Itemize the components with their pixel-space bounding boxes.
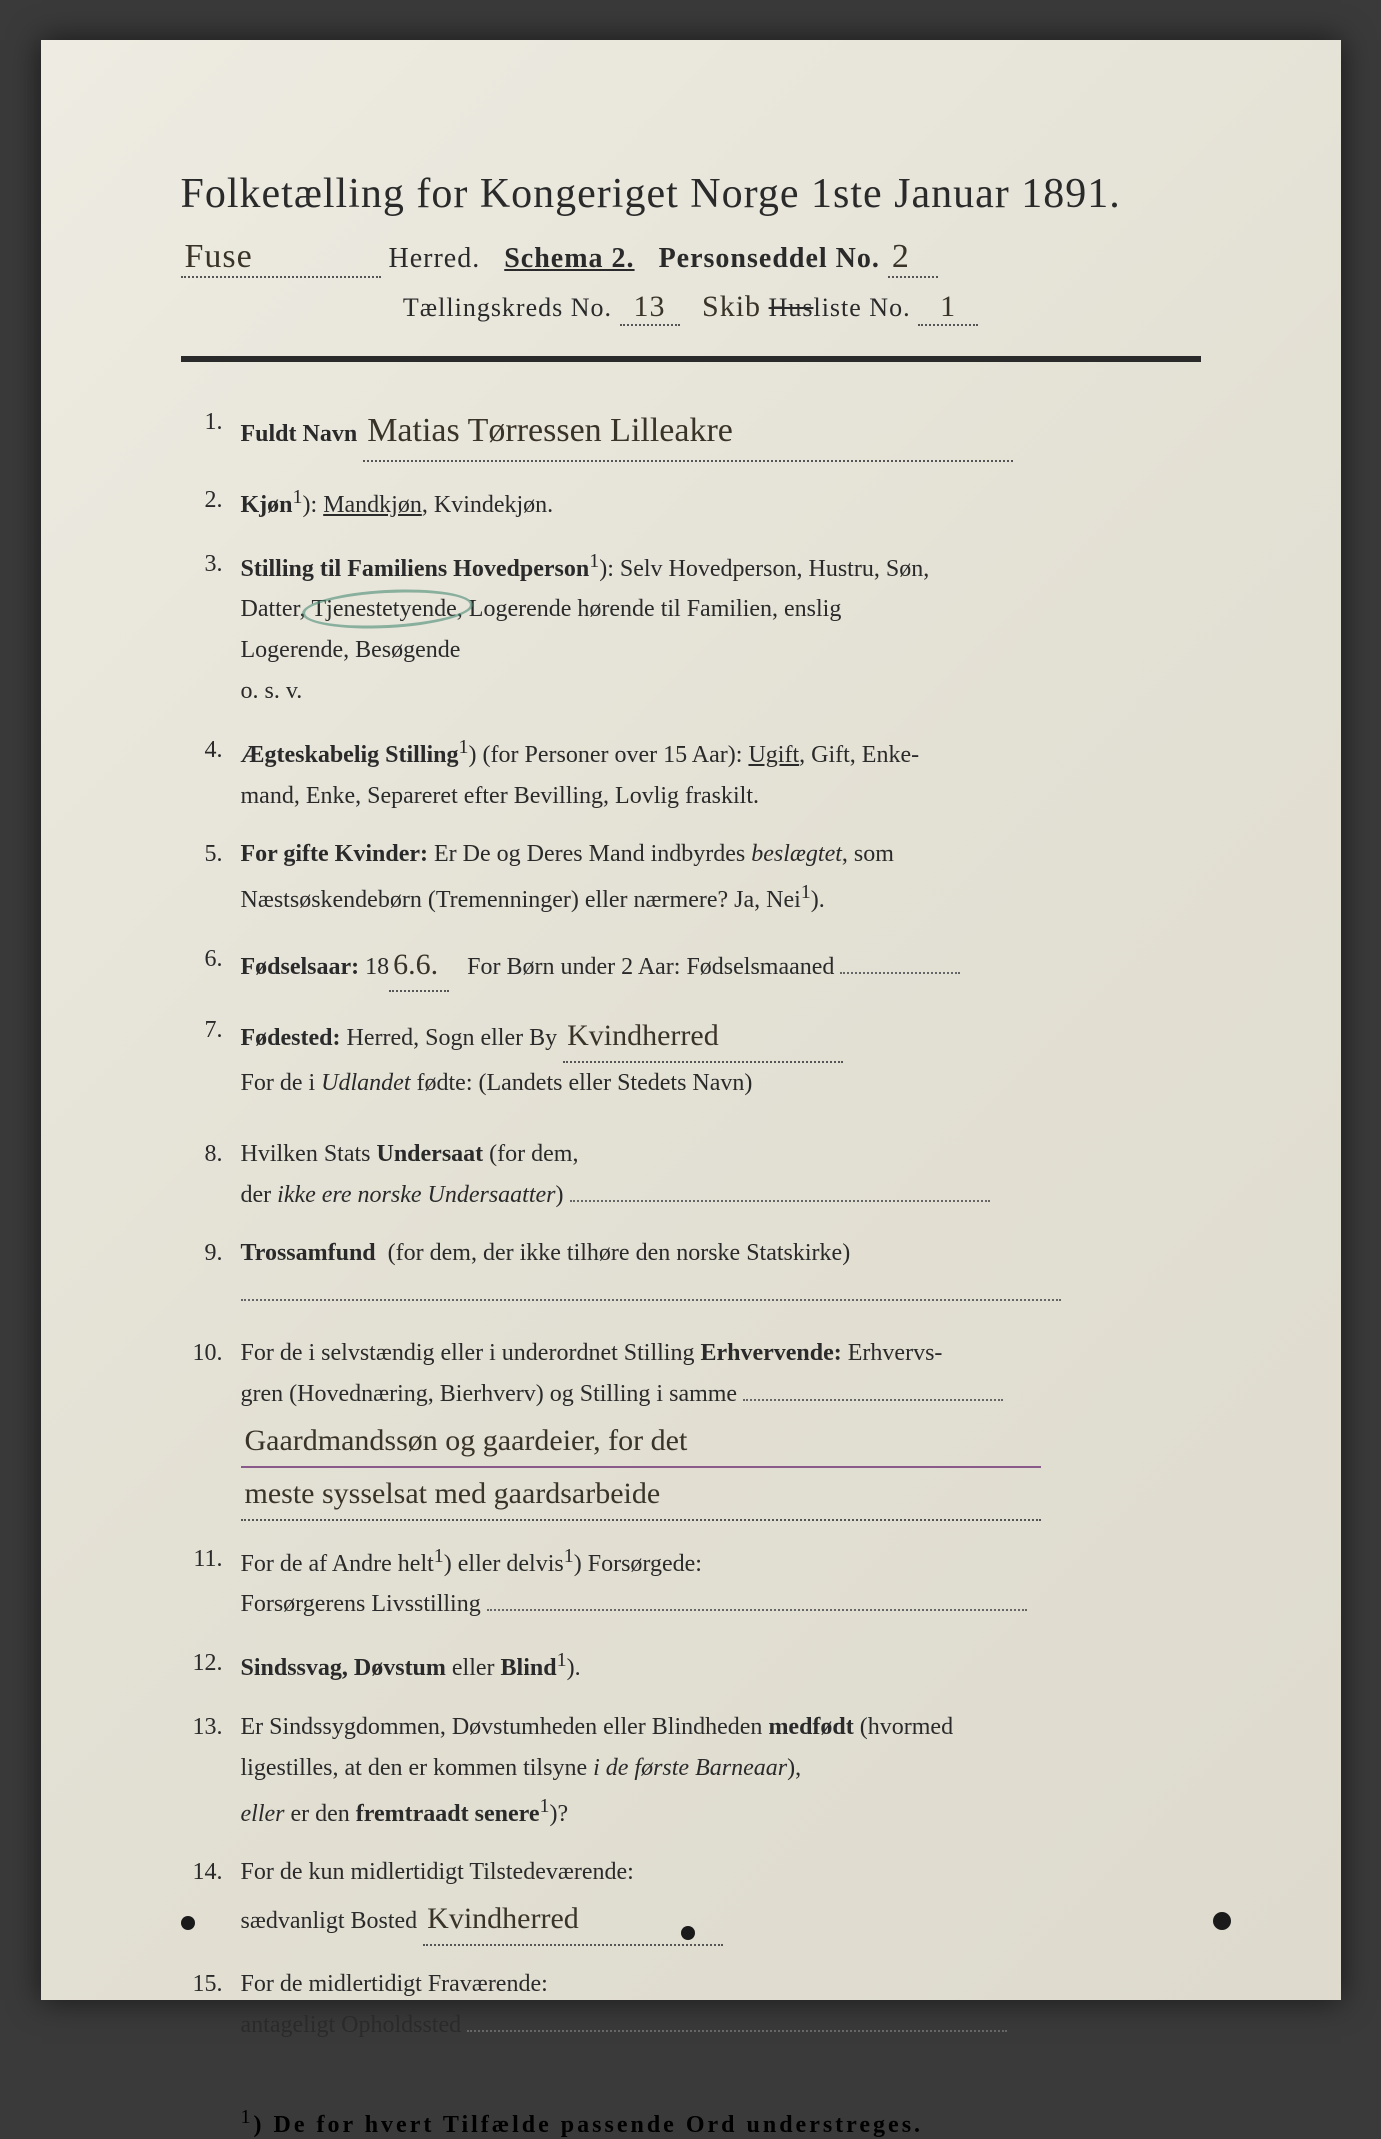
item-number: 13. [181,1707,241,1834]
form-items: 1. Fuldt Navn Matias Tørressen Lilleakre… [181,402,1201,2046]
usual-residence-field: Kvindherred [423,1893,723,1946]
kreds-no-field: 13 [620,290,680,326]
header-line-3: Tællingskreds No. 13 Skib Husliste No. 1 [181,290,1201,326]
label-tallingskreds: Tællingskreds No. [403,293,612,322]
item-number: 7. [181,1010,241,1104]
birthmonth-field [840,972,960,974]
divider [181,356,1201,362]
sex-selected: Mandkjøn [323,492,422,518]
personseddel-no-field: 2 [888,238,938,278]
occupation-field-1: Gaardmandssøn og gaardeier, for det [241,1415,1041,1468]
item-7: 7. Fødested: Herred, Sogn eller By Kvind… [181,1010,1201,1104]
label-married-women: For gifte Kvinder: [241,841,429,867]
label-relation: Stilling til Familiens Hovedperson [241,556,590,582]
husliste-no-field: 1 [918,290,978,326]
item-body: Trossamfund (for dem, der ikke tilhøre d… [241,1233,1201,1315]
citizenship-field [570,1200,990,1202]
item-number: 1. [181,402,241,462]
item-2: 2. Kjøn1): Mandkjøn, Kvindekjøn. [181,480,1201,526]
item-number: 5. [181,834,241,921]
item-number: 2. [181,480,241,526]
relation-selected: Tjenestetyende, [312,596,463,622]
item-15: 15. For de midlertidigt Fraværende: anta… [181,1964,1201,2046]
item-number: 6. [181,939,241,992]
label-husliste: Husliste No. [769,293,911,322]
label-schema: Schema 2. [504,243,634,274]
item-body: Fuldt Navn Matias Tørressen Lilleakre [241,402,1201,462]
ink-blot-icon [181,1916,195,1930]
page-title: Folketælling for Kongeriget Norge 1ste J… [181,170,1201,218]
item-number: 11. [181,1539,241,1626]
item-body: Stilling til Familiens Hovedperson1): Se… [241,544,1201,712]
item-number: 12. [181,1643,241,1689]
item-9: 9. Trossamfund (for dem, der ikke tilhør… [181,1233,1201,1315]
item-12: 12. Sindssvag, Døvstum eller Blind1). [181,1643,1201,1689]
label-sex: Kjøn [241,492,293,518]
item-body: Er Sindssygdommen, Døvstumheden eller Bl… [241,1707,1201,1834]
item-body: For de i selvstændig eller i underordnet… [241,1333,1201,1521]
label-herred: Herred. [389,243,481,274]
label-birthplace: Fødested: [241,1025,341,1051]
item-body: For de midlertidigt Fraværende: antageli… [241,1964,1201,2046]
item-5: 5. For gifte Kvinder: Er De og Deres Man… [181,834,1201,921]
item-body: For de kun midlertidigt Tilstedeværende:… [241,1852,1201,1946]
item-3: 3. Stilling til Familiens Hovedperson1):… [181,544,1201,712]
item-body: Fødested: Herred, Sogn eller By Kvindher… [241,1010,1201,1104]
fullname-field: Matias Tørressen Lilleakre [363,402,1013,462]
marital-selected: Ugift [748,742,799,768]
footnote: 1) De for hvert Tilfælde passende Ord un… [241,2106,1201,2139]
item-6: 6. Fødselsaar: 186.6. For Børn under 2 A… [181,939,1201,992]
religion-field [241,1299,1061,1301]
item-1: 1. Fuldt Navn Matias Tørressen Lilleakre [181,402,1201,462]
skib-annotation: Skib [702,290,761,323]
label-birthyear: Fødselsaar: [241,954,360,980]
birthplace-field: Kvindherred [563,1010,843,1063]
item-body: For gifte Kvinder: Er De og Deres Mand i… [241,834,1201,921]
item-10: 10. For de i selvstændig eller i underor… [181,1333,1201,1521]
whereabouts-field [467,2030,1007,2032]
label-marital: Ægteskabelig Stilling [241,742,459,768]
item-body: For de af Andre helt1) eller delvis1) Fo… [241,1539,1201,1626]
item-body: Ægteskabelig Stilling1) (for Personer ov… [241,730,1201,817]
ink-blot-icon [1213,1912,1231,1930]
item-11: 11. For de af Andre helt1) eller delvis1… [181,1539,1201,1626]
item-number: 8. [181,1134,241,1216]
item-number: 4. [181,730,241,817]
item-number: 10. [181,1333,241,1521]
herred-name-field: Fuse [181,238,381,278]
census-form-page: Folketælling for Kongeriget Norge 1ste J… [41,40,1341,2000]
item-number: 14. [181,1852,241,1946]
item-number: 3. [181,544,241,712]
item-body: Sindssvag, Døvstum eller Blind1). [241,1643,1201,1689]
supporter-field [487,1609,1027,1611]
birthyear-field: 6.6. [389,939,449,992]
ink-blot-icon [681,1926,695,1940]
occupation-field-2: meste sysselsat med gaardsarbeide [241,1468,1041,1521]
label-name: Fuldt Navn [241,421,358,447]
item-13: 13. Er Sindssygdommen, Døvstumheden elle… [181,1707,1201,1834]
item-8: 8. Hvilken Stats Undersaat (for dem, der… [181,1134,1201,1216]
label-personseddel: Personseddel No. [659,243,880,274]
item-number: 15. [181,1964,241,2046]
header-line-2: Fuse Herred. Schema 2. Personseddel No. … [181,238,1201,278]
item-body: Hvilken Stats Undersaat (for dem, der ik… [241,1134,1201,1216]
item-4: 4. Ægteskabelig Stilling1) (for Personer… [181,730,1201,817]
item-number: 9. [181,1233,241,1315]
item-body: Kjøn1): Mandkjøn, Kvindekjøn. [241,480,1201,526]
item-body: Fødselsaar: 186.6. For Børn under 2 Aar:… [241,939,1201,992]
